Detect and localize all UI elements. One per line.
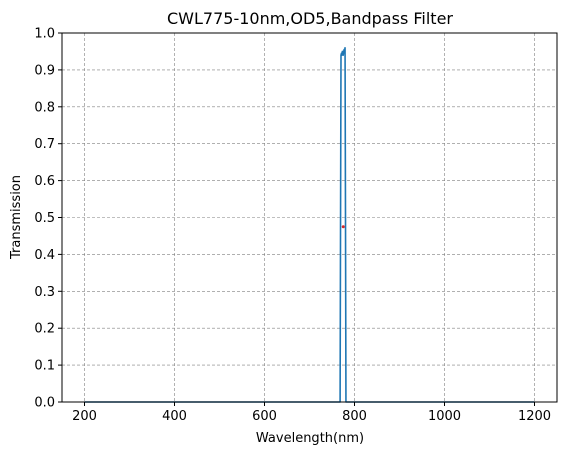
x-tick-label-2: 600: [252, 409, 277, 424]
y-tick-label-5: 0.5: [34, 211, 55, 226]
x-tick-label-5: 1200: [518, 409, 551, 424]
y-tick-label-8: 0.8: [34, 100, 55, 115]
y-tick-label-7: 0.7: [34, 137, 55, 152]
series-line-0: [84, 46, 535, 403]
grid-layer: [62, 32, 557, 403]
y-tick-label-3: 0.3: [34, 285, 55, 300]
axes-layer: 200 400 600 800 1000 1200 0.0 0.1 0.2 0.3 0.4 0.5 0.…: [34, 27, 558, 424]
x-tick-label-0: 200: [72, 409, 97, 424]
series-layer: [84, 46, 535, 403]
y-tick-label-0: 0.0: [34, 396, 55, 411]
y-tick-label-10: 1.0: [34, 27, 55, 42]
x-tick-label-1: 400: [162, 409, 187, 424]
data-marker-0: [341, 225, 345, 229]
y-tick-label-2: 0.2: [34, 322, 55, 337]
x-tick-label-4: 1000: [428, 409, 461, 424]
y-tick-label-9: 0.9: [34, 63, 55, 78]
y-tick-label-1: 0.1: [34, 359, 55, 374]
y-axis-label: Transmission: [9, 175, 24, 260]
y-tick-label-4: 0.4: [34, 248, 55, 263]
y-tick-label-6: 0.6: [34, 174, 55, 189]
x-tick-label-3: 800: [342, 409, 367, 424]
chart-title: CWL775-10nm,OD5,Bandpass Filter: [167, 9, 453, 28]
x-axis-label: Wavelength(nm): [256, 431, 364, 446]
